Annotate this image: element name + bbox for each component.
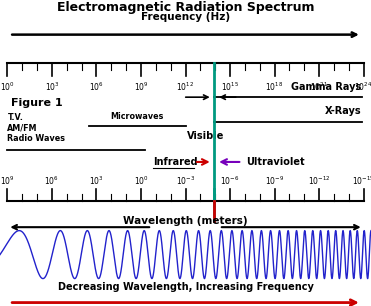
Text: $10^{9}$: $10^{9}$: [134, 80, 148, 93]
Text: Decreasing Wavelength, Increasing Frequency: Decreasing Wavelength, Increasing Freque…: [58, 282, 313, 292]
Text: Figure 1: Figure 1: [11, 98, 63, 108]
Text: $10^{6}$: $10^{6}$: [89, 80, 104, 93]
Text: $10^{-3}$: $10^{-3}$: [176, 174, 195, 187]
Text: $10^{6}$: $10^{6}$: [45, 174, 59, 187]
Text: $10^{3}$: $10^{3}$: [45, 80, 59, 93]
Text: Microwaves: Microwaves: [111, 112, 164, 121]
Text: $10^{21}$: $10^{21}$: [310, 80, 328, 93]
Text: $10^{12}$: $10^{12}$: [177, 80, 194, 93]
Text: Electromagnetic Radiation Spectrum: Electromagnetic Radiation Spectrum: [57, 1, 314, 14]
Text: $10^{0}$: $10^{0}$: [134, 174, 148, 187]
Text: $10^{3}$: $10^{3}$: [89, 174, 104, 187]
Text: T.V.
AM/FM
Radio Waves: T.V. AM/FM Radio Waves: [7, 113, 65, 143]
Text: $10^{9}$: $10^{9}$: [0, 174, 15, 187]
Text: $10^{15}$: $10^{15}$: [221, 80, 239, 93]
Text: Ultraviolet: Ultraviolet: [246, 157, 305, 167]
Text: $10^{-6}$: $10^{-6}$: [220, 174, 240, 187]
Text: $10^{0}$: $10^{0}$: [0, 80, 15, 93]
Text: Frequency (Hz): Frequency (Hz): [141, 12, 230, 22]
Text: Wavelength (meters): Wavelength (meters): [123, 216, 248, 226]
Text: $10^{-12}$: $10^{-12}$: [308, 174, 330, 187]
Text: Visible: Visible: [187, 131, 224, 141]
Text: $10^{24}$: $10^{24}$: [354, 80, 371, 93]
Text: X-Rays: X-Rays: [325, 106, 362, 116]
Text: Gamma Rays: Gamma Rays: [292, 82, 362, 91]
Text: $10^{-9}$: $10^{-9}$: [265, 174, 284, 187]
Text: $10^{-15}$: $10^{-15}$: [352, 174, 371, 187]
Text: $10^{18}$: $10^{18}$: [265, 80, 284, 93]
Text: Infrared: Infrared: [153, 157, 198, 167]
